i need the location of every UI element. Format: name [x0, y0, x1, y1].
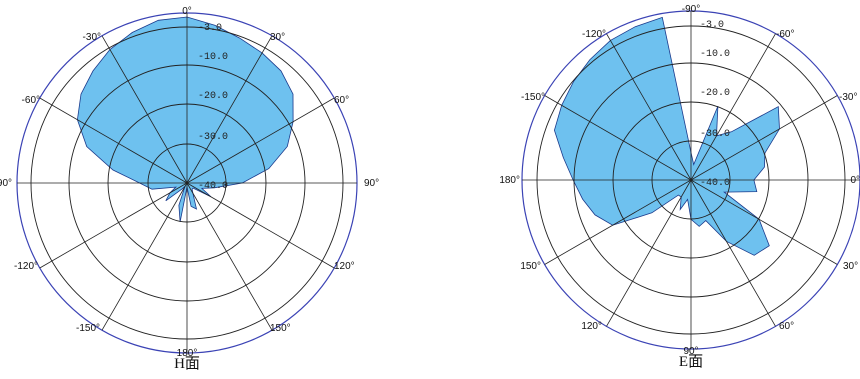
angle-label: 0°: [182, 6, 192, 17]
angle-label: 150°: [520, 261, 541, 272]
grid-spoke: [690, 179, 776, 327]
angle-label: 90°: [364, 178, 379, 189]
angle-label: 120°: [581, 321, 602, 332]
radial-tick-label: -30.0: [198, 132, 228, 143]
radiation-pattern-area: [553, 16, 780, 256]
grid-spoke: [39, 97, 188, 184]
angle-label: -120°: [14, 261, 38, 272]
angle-label: 0°: [850, 175, 860, 186]
grid-spoke: [690, 179, 838, 265]
polar-chart-2: -3.0 -10.0 -20.0 -30.0 -40.0 -90° -60° -30° 0° 30…: [499, 4, 860, 370]
angle-label: -150°: [76, 323, 100, 334]
angle-label: -60°: [22, 95, 40, 106]
angle-label: -60°: [776, 29, 794, 40]
grid-spoke: [101, 35, 188, 184]
radial-tick-label: -40.0: [198, 181, 228, 192]
grid-spoke: [544, 95, 692, 181]
grid-spoke: [39, 182, 188, 269]
angle-label: 120°: [334, 261, 355, 272]
angle-label: 30°: [843, 261, 858, 272]
radial-tick-label: -3.0: [700, 20, 724, 31]
radial-tick-label: -10.0: [700, 49, 730, 60]
grid-spoke: [690, 95, 838, 181]
angle-label: 90°: [683, 346, 698, 357]
angle-label: -120°: [582, 29, 606, 40]
angle-label: 180°: [499, 175, 520, 186]
grid-spoke: [606, 33, 692, 181]
chart-title: H面: [174, 356, 200, 372]
angle-label: 180°: [177, 348, 198, 359]
angle-label: -30°: [839, 92, 857, 103]
chart-title: E面: [679, 354, 703, 370]
angle-label: -150°: [521, 92, 545, 103]
angle-label: -90°: [0, 178, 12, 189]
angle-label: 150°: [270, 323, 291, 334]
angle-label: 60°: [779, 321, 794, 332]
grid-spoke: [101, 182, 188, 331]
radial-tick-label: -20.0: [700, 88, 730, 99]
grid-spoke: [690, 33, 776, 181]
grid-spoke: [186, 35, 273, 184]
angle-label: 60°: [334, 95, 349, 106]
grid-spoke: [544, 179, 692, 265]
grid-spoke: [186, 97, 335, 184]
angle-label: -90°: [682, 4, 700, 15]
radial-tick-label: -20.0: [198, 91, 228, 102]
polar-chart-1: -3.0 -10.0 -20.0 -30.0 -40.0 0° 30° 60° 90° 120° 1…: [0, 6, 379, 372]
grid-spoke: [186, 182, 273, 331]
radial-tick-label: -40.0: [700, 178, 730, 189]
grid-spoke: [606, 179, 692, 327]
radial-tick-label: -10.0: [198, 52, 228, 63]
grid-spoke: [186, 182, 335, 269]
radial-tick-label: -30.0: [700, 129, 730, 140]
angle-label: 30°: [270, 32, 285, 43]
radial-tick-label: -3.0: [198, 23, 222, 34]
angle-label: -30°: [83, 32, 101, 43]
